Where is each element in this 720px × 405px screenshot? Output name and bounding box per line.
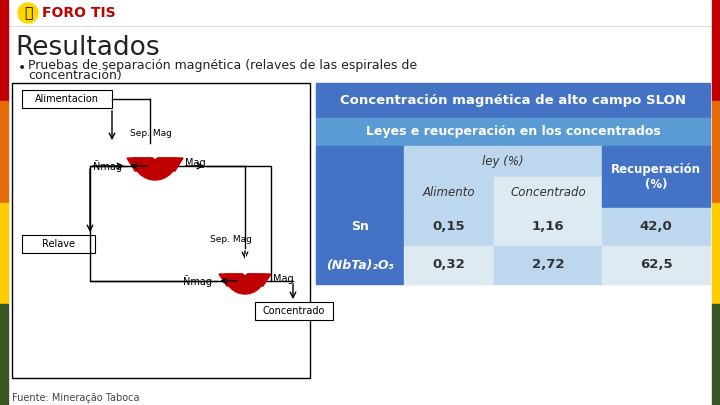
Circle shape [18, 3, 38, 23]
Bar [22, 235, 95, 253]
Text: ley (%): ley (%) [482, 155, 524, 168]
Bar [316, 118, 710, 146]
Bar [316, 146, 404, 208]
Text: Concentrado: Concentrado [263, 306, 325, 316]
Bar [404, 246, 494, 284]
Bar [404, 208, 494, 246]
Bar [90, 166, 271, 281]
Text: 62,5: 62,5 [639, 258, 672, 271]
Text: (NbTa)₂O₅: (NbTa)₂O₅ [326, 258, 394, 271]
Bar [404, 146, 602, 177]
Text: 1,16: 1,16 [531, 220, 564, 234]
Bar [712, 202, 720, 304]
Text: 2,72: 2,72 [532, 258, 564, 271]
Text: Resultados: Resultados [15, 35, 160, 61]
Text: 0,32: 0,32 [433, 258, 465, 271]
Text: Mag: Mag [185, 158, 206, 168]
Text: 💡: 💡 [24, 6, 32, 20]
Bar [712, 304, 720, 405]
Bar [22, 90, 112, 108]
Text: FORO TIS: FORO TIS [42, 6, 116, 20]
Text: Concentración magnética de alto campo SLON: Concentración magnética de alto campo SL… [340, 94, 686, 107]
Bar [712, 0, 720, 101]
Text: Ñmag: Ñmag [93, 160, 122, 172]
Bar [12, 83, 310, 378]
Text: 42,0: 42,0 [639, 220, 672, 234]
Bar [0, 101, 8, 202]
Text: Ñmag: Ñmag [183, 275, 212, 287]
Bar [494, 177, 602, 208]
Bar [404, 177, 494, 208]
Bar [316, 83, 710, 118]
Text: Recuperación
(%): Recuperación (%) [611, 163, 701, 191]
Polygon shape [127, 158, 183, 171]
Text: Pruebas de separación magnética (relaves de las espirales de: Pruebas de separación magnética (relaves… [28, 58, 417, 72]
Text: Sn: Sn [351, 220, 369, 234]
Bar [0, 0, 8, 101]
Bar [602, 246, 710, 284]
Bar [494, 208, 602, 246]
Bar [0, 304, 8, 405]
Text: •: • [18, 61, 26, 75]
Bar [316, 208, 404, 246]
Wedge shape [225, 274, 265, 294]
Text: Relave: Relave [42, 239, 75, 249]
Text: Sep. Mag: Sep. Mag [210, 235, 252, 245]
Text: concentración): concentración) [28, 68, 122, 81]
Text: Fuente: Mineração Taboca: Fuente: Mineração Taboca [12, 393, 140, 403]
Bar [255, 302, 333, 320]
Text: Alimento: Alimento [423, 186, 475, 199]
Bar [602, 146, 710, 208]
Text: Concentrado: Concentrado [510, 186, 586, 199]
Bar [712, 101, 720, 202]
Polygon shape [219, 274, 271, 286]
Bar [602, 208, 710, 246]
Wedge shape [133, 158, 177, 180]
Text: Alimentacion: Alimentacion [35, 94, 99, 104]
Text: Mag: Mag [273, 274, 294, 284]
Text: Leyes e reucperación en los concentrados: Leyes e reucperación en los concentrados [366, 126, 660, 139]
Bar [494, 246, 602, 284]
Text: Sep. Mag: Sep. Mag [130, 128, 172, 138]
Bar [0, 202, 8, 304]
Text: 0,15: 0,15 [433, 220, 465, 234]
Bar [316, 246, 404, 284]
